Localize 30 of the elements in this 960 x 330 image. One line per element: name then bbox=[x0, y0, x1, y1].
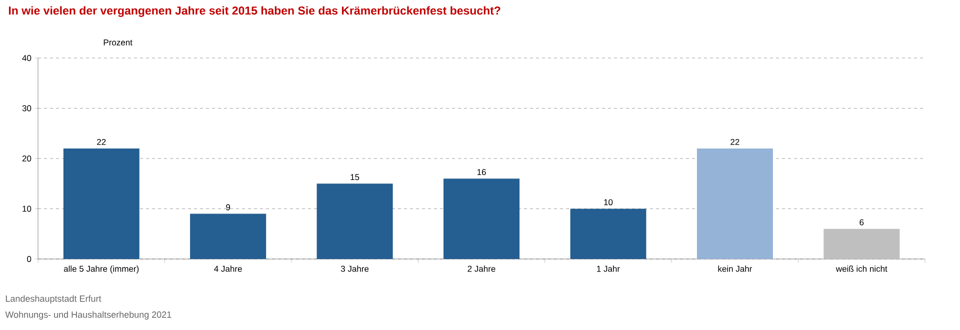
x-tick-label: weiß ich nicht bbox=[836, 266, 888, 272]
bar bbox=[570, 208, 646, 259]
x-tick-label: kein Jahr bbox=[718, 266, 752, 272]
data-label: 16 bbox=[477, 169, 486, 176]
y-tick-label: 0 bbox=[27, 256, 32, 262]
y-tick-label: 10 bbox=[22, 206, 32, 212]
bar bbox=[824, 228, 900, 259]
x-tick-label: 4 Jahre bbox=[214, 266, 242, 272]
y-tick-label: 20 bbox=[22, 156, 32, 162]
text: Wohnungs- und Haushaltserhebung 2021 bbox=[5, 311, 172, 320]
x-tick-label: 1 Jahr bbox=[597, 266, 620, 272]
data-label: 10 bbox=[604, 199, 613, 206]
data-label: 22 bbox=[730, 138, 740, 145]
y-tick-label: 40 bbox=[22, 55, 32, 62]
y-tick-label: 30 bbox=[22, 105, 32, 112]
data-label: 22 bbox=[97, 138, 106, 145]
text: Landeshauptstadt Erfurt bbox=[6, 295, 102, 304]
data-label: 6 bbox=[860, 219, 864, 226]
bar bbox=[190, 214, 266, 259]
bar bbox=[696, 148, 773, 259]
bar bbox=[316, 184, 393, 259]
bar bbox=[443, 178, 520, 259]
data-label: 15 bbox=[350, 174, 360, 180]
x-tick-label: alle 5 Jahre (immer) bbox=[64, 266, 139, 274]
data-label: 9 bbox=[226, 204, 230, 210]
y-axis-title: Prozent bbox=[104, 39, 132, 46]
x-tick-label: 3 Jahre bbox=[340, 266, 369, 272]
chart-title: In wie vielen der vergangenen Jahre seit 2015 haben Sie das Krämerbrückenfest besucht? bbox=[8, 6, 500, 17]
bar bbox=[63, 148, 140, 259]
x-tick-label: 2 Jahre bbox=[468, 266, 496, 272]
